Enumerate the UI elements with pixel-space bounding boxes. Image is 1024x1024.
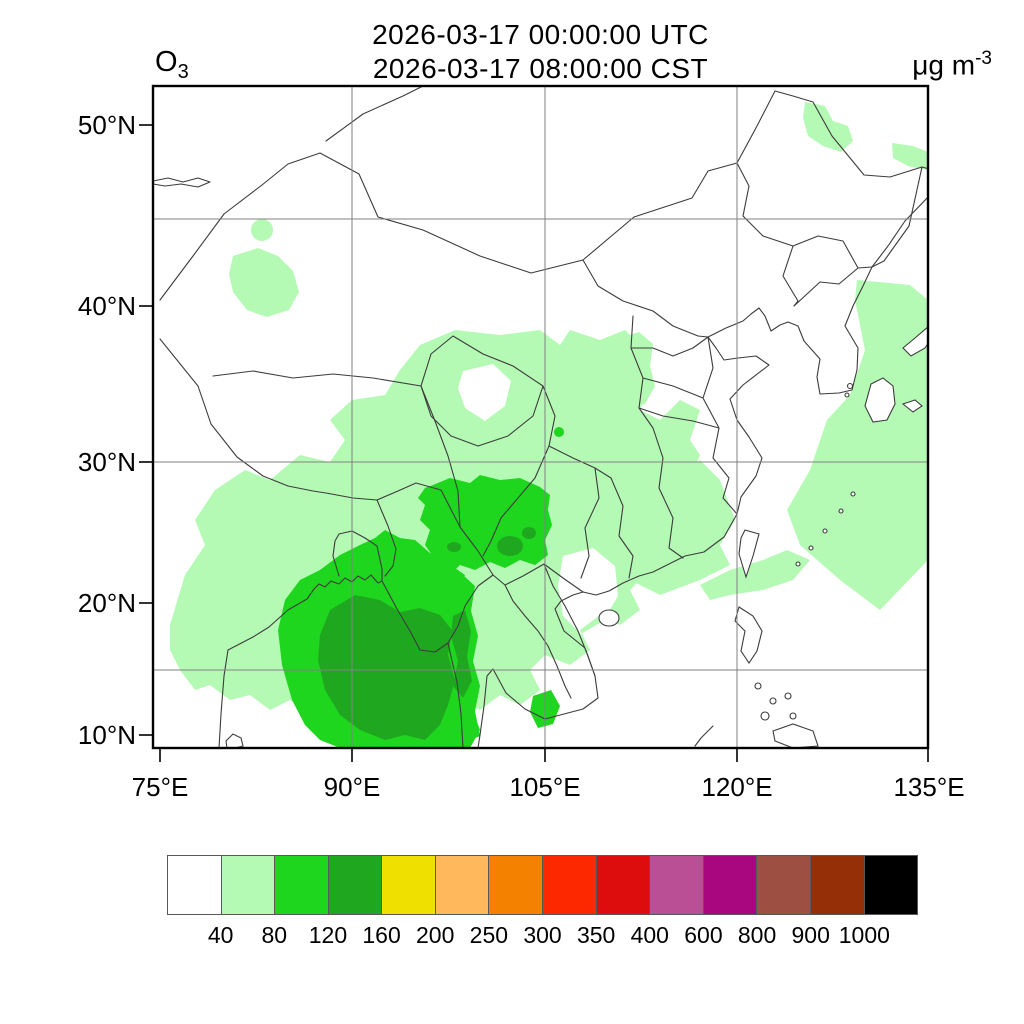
units-base: μg m — [912, 49, 976, 81]
colorbar — [167, 855, 919, 915]
colorbar-tick-label-800: 800 — [737, 922, 777, 948]
units-label: μg m-3 — [912, 48, 992, 81]
lon-label-90e: 90°E — [323, 772, 381, 802]
colorbar-tick-label-120: 120 — [308, 922, 348, 948]
colorbar-tick-label-1000: 1000 — [838, 922, 890, 948]
lon-label-120e: 120°E — [701, 772, 773, 802]
colorbar-labels: 40 80 120 160 200 250 300 350 400 600 800 900 1000 — [167, 922, 918, 952]
title-cst: 2026-03-17 08:00:00 CST — [372, 53, 709, 84]
colorbar-cell-9 — [649, 855, 704, 915]
colorbar-cell-6 — [488, 855, 544, 915]
colorbar-tick-label-80: 80 — [261, 922, 288, 948]
colorbar-cell-5 — [434, 855, 490, 915]
colorbar-cell-12 — [809, 855, 865, 915]
colorbar-tick-label-250: 250 — [469, 922, 509, 948]
colorbar-cell-0 — [167, 855, 222, 915]
units-exponent: -3 — [975, 48, 992, 69]
colorbar-tick-label-200: 200 — [416, 922, 455, 948]
colorbar-tick-label-300: 300 — [523, 922, 562, 948]
lat-label-10n: 10°N — [77, 720, 136, 750]
colorbar-tick-label-400: 400 — [630, 922, 669, 948]
title-utc: 2026-03-17 00:00:00 UTC — [372, 19, 709, 50]
map-canvas — [139, 84, 930, 762]
lat-label-40n: 40°N — [77, 291, 136, 321]
map-frame-border — [139, 84, 930, 762]
lon-label-135e: 135°E — [893, 772, 965, 802]
lon-label-105e: 105°E — [509, 772, 581, 802]
species-subscript: 3 — [177, 60, 189, 83]
colorbar-cell-13 — [863, 855, 919, 915]
colorbar-tick-label-900: 900 — [791, 922, 830, 948]
species-symbol: O — [155, 46, 178, 78]
colorbar-cell-2 — [274, 855, 329, 915]
colorbar-tick-label-350: 350 — [576, 922, 616, 948]
map-panel — [139, 84, 930, 762]
species-label: O3 — [155, 46, 189, 84]
colorbar-cell-1 — [220, 855, 276, 915]
colorbar-cell-7 — [542, 855, 597, 915]
colorbar-tick-label-40: 40 — [207, 922, 234, 948]
lon-label-75e: 75°E — [131, 772, 189, 802]
axis-ticks — [139, 124, 929, 762]
coastline-borders — [153, 86, 928, 748]
colorbar-cell-8 — [595, 855, 651, 915]
colorbar-tick-label-160: 160 — [362, 922, 401, 948]
colorbar-cell-11 — [756, 855, 811, 915]
colorbar-cell-4 — [381, 855, 436, 915]
colorbar-cell-10 — [702, 855, 758, 915]
plot-title: 2026-03-17 00:00:00 UTC 2026-03-17 08:00… — [153, 18, 928, 86]
gridlines — [153, 86, 928, 748]
colorbar-cell-3 — [327, 855, 383, 915]
lat-label-50n: 50°N — [77, 110, 136, 140]
lat-label-30n: 30°N — [77, 447, 136, 477]
colorbar-tick-label-600: 600 — [684, 922, 723, 948]
lat-label-20n: 20°N — [77, 588, 136, 618]
